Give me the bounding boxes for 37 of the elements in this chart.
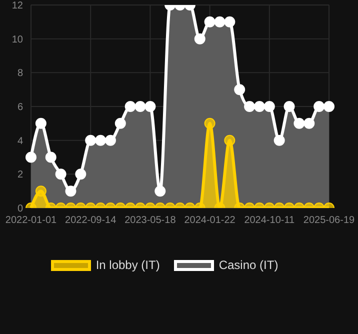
y-tick-label: 0 xyxy=(17,204,24,215)
point xyxy=(45,152,56,163)
y-tick-label: 12 xyxy=(12,0,24,12)
y-tick-label: 2 xyxy=(17,170,24,181)
point xyxy=(244,101,256,112)
point xyxy=(144,101,156,112)
x-tick-label: 2023-05-18 xyxy=(124,215,176,226)
point xyxy=(274,134,285,146)
y-tick-label: 6 xyxy=(17,102,24,114)
y-tick-label: 8 xyxy=(17,68,24,80)
point xyxy=(234,84,246,96)
point xyxy=(35,118,46,129)
point xyxy=(304,118,315,129)
point xyxy=(26,152,36,163)
point xyxy=(95,134,106,146)
x-tick-label: 2022-01-01 xyxy=(5,215,58,226)
x-tick-label: 2022-09-14 xyxy=(65,215,117,226)
point xyxy=(204,118,216,129)
y-tick-label: 10 xyxy=(12,34,24,46)
x-tick-label: 2024-01-22 xyxy=(184,215,236,226)
y-tick-label: 4 xyxy=(17,136,24,147)
point xyxy=(324,101,334,112)
x-tick-label: 2025-06-19 xyxy=(303,215,356,226)
point xyxy=(85,134,96,146)
point xyxy=(114,118,126,129)
point xyxy=(294,118,305,129)
legend-label: In lobby (IT) xyxy=(96,258,160,272)
point xyxy=(264,101,275,112)
point xyxy=(254,101,265,112)
legend-label: Casino (IT) xyxy=(218,258,278,272)
point xyxy=(314,101,325,112)
point xyxy=(124,101,136,112)
x-tick-label: 2024-10-11 xyxy=(244,215,296,226)
point xyxy=(224,134,236,146)
point xyxy=(104,134,116,146)
point xyxy=(284,101,295,112)
point xyxy=(134,101,146,112)
